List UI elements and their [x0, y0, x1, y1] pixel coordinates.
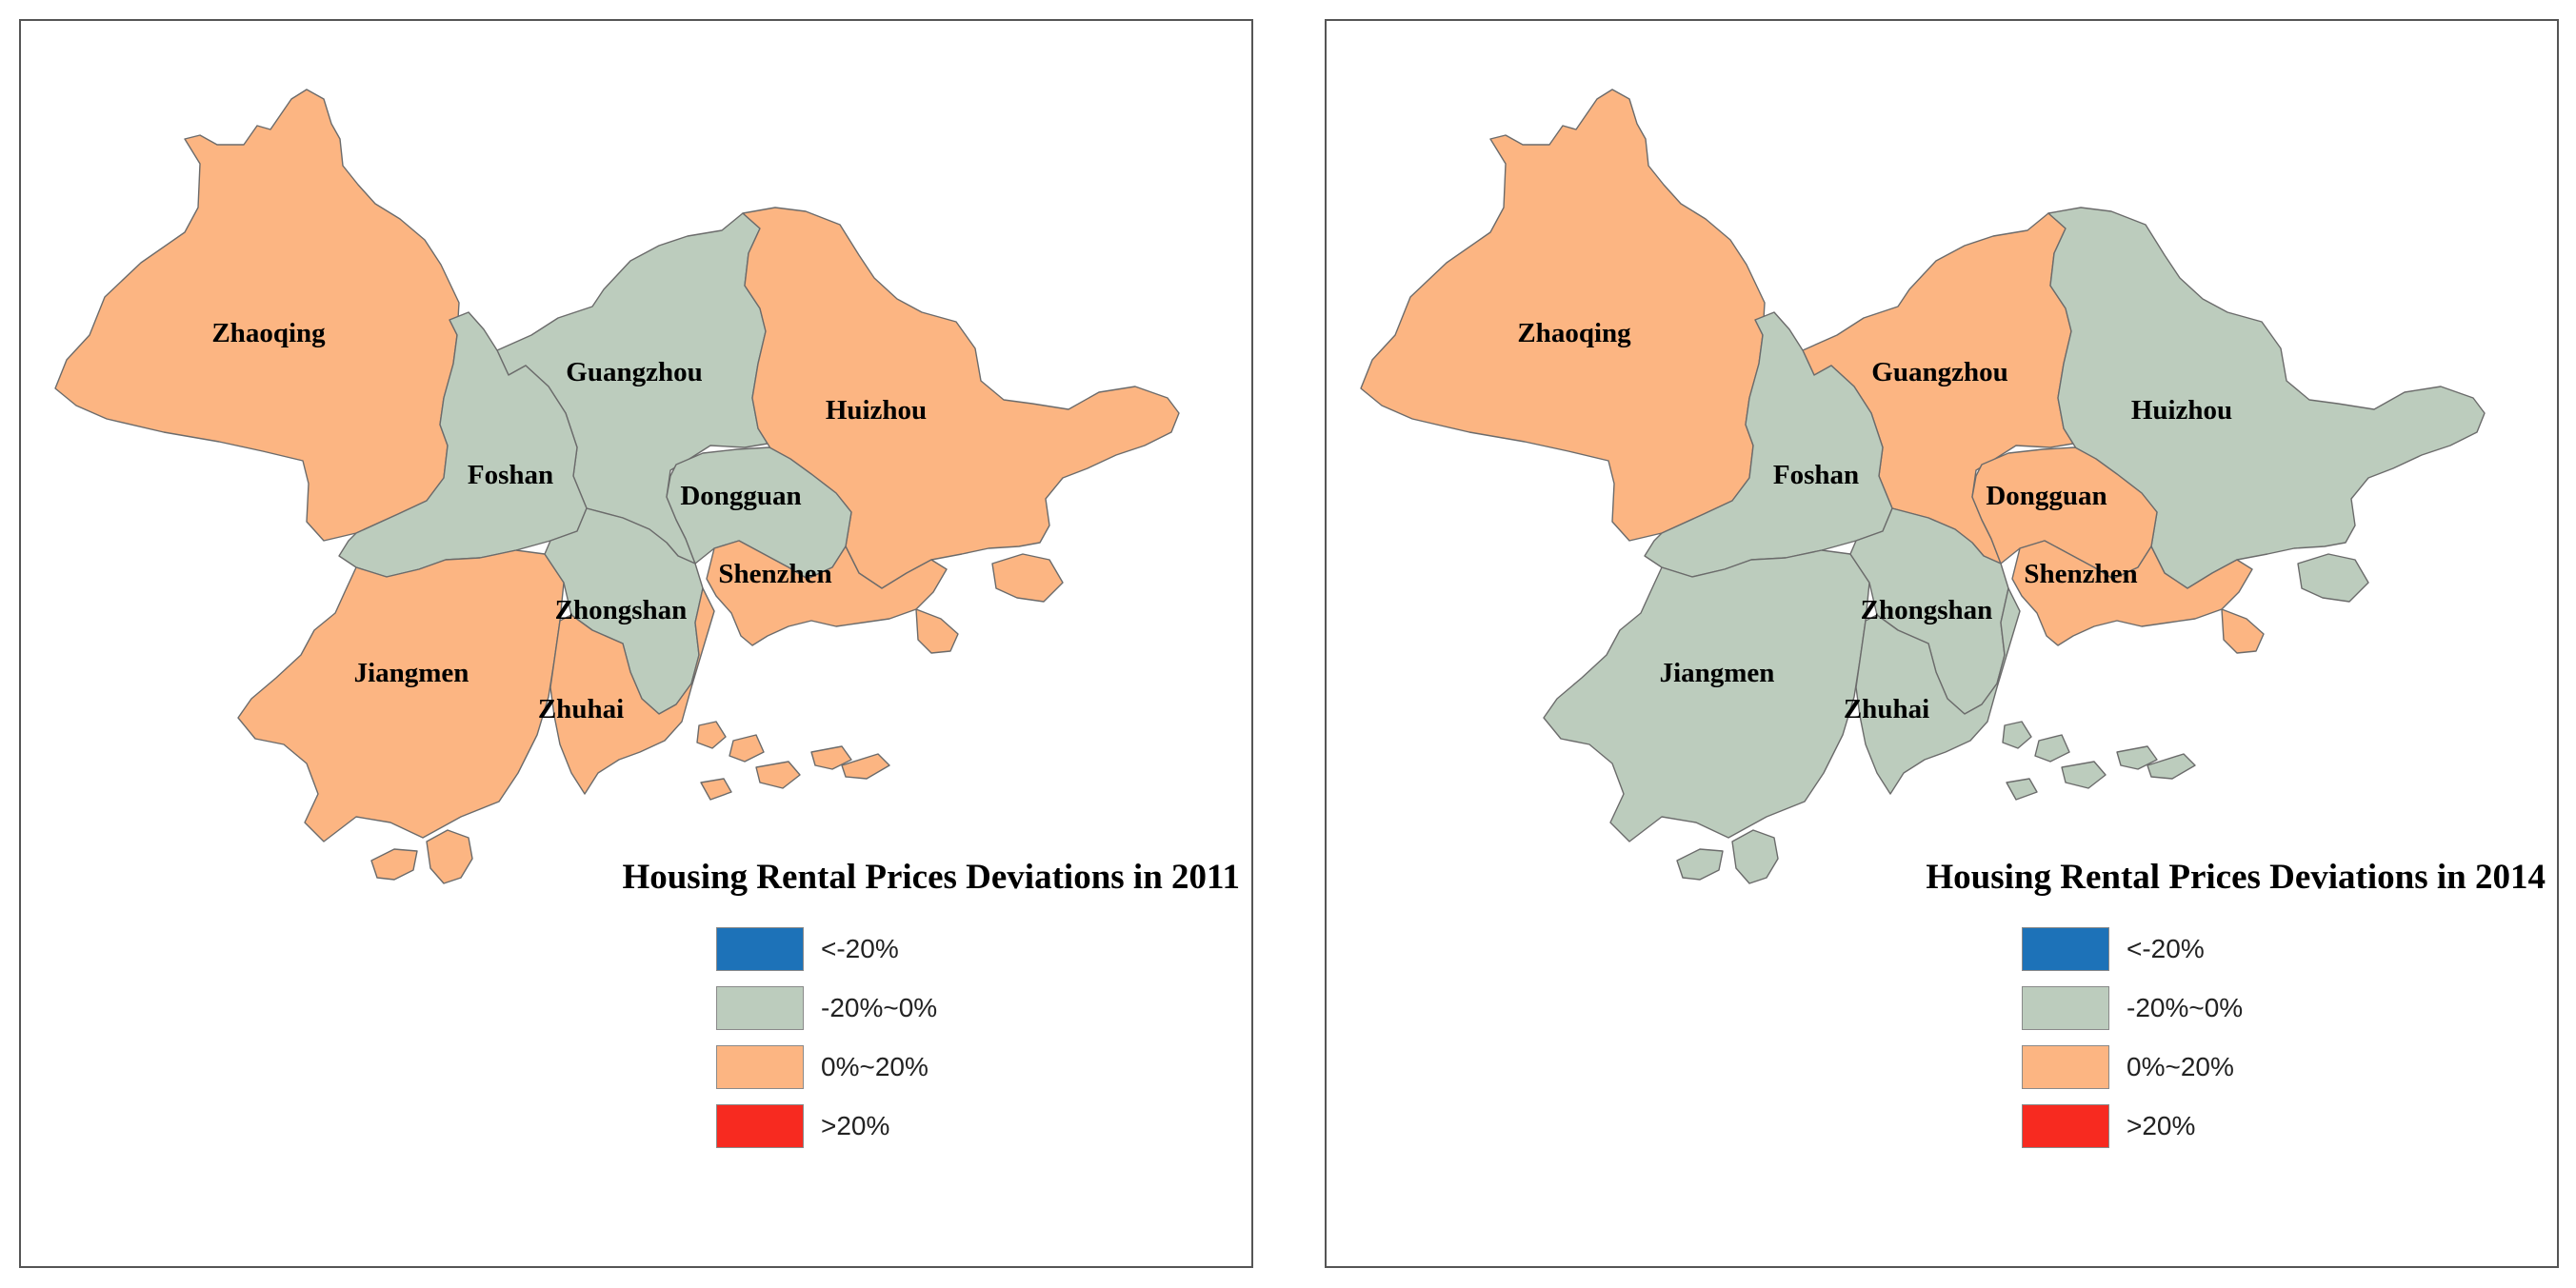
region-zhuhai-island-5: [2147, 753, 2196, 780]
legend-swatch-gt20: [716, 1104, 804, 1148]
region-jiangmen-island-2: [1731, 829, 1779, 884]
map-title: Housing Rental Prices Deviations in 2014: [1926, 858, 2546, 897]
region-zhaoqing: [54, 89, 460, 542]
region-jiangmen: [1543, 549, 1870, 842]
city-label-foshan: Foshan: [468, 460, 553, 490]
city-label-dongguan: Dongguan: [680, 481, 801, 511]
legend-item: -20%~0%: [2022, 986, 2243, 1030]
region-zhuhai-island-2: [729, 734, 765, 763]
region-zhuhai-island-1: [696, 721, 727, 749]
city-label-zhaoqing: Zhaoqing: [211, 318, 326, 348]
map-2014: Zhaoqing Guangzhou Huizhou Foshan Donggu…: [1360, 89, 2486, 884]
map-2011: Zhaoqing Guangzhou Huizhou Foshan Donggu…: [54, 89, 1180, 884]
city-label-huizhou: Huizhou: [826, 395, 927, 426]
region-huizhou-islet: [2297, 553, 2369, 603]
region-shenzhen-east: [915, 608, 959, 654]
region-zhuhai-island-4: [2116, 745, 2158, 770]
legend-label: <-20%: [821, 934, 899, 963]
legend: <-20% -20%~0% 0%~20% >20%: [716, 927, 937, 1163]
legend-swatch-0-20: [716, 1045, 804, 1089]
region-jiangmen-island-1: [370, 848, 418, 881]
region-zhuhai-island-4: [810, 745, 852, 770]
region-zhuhai-island-1: [2002, 721, 2032, 749]
city-label-shenzhen: Shenzhen: [718, 559, 831, 589]
city-label-zhuhai: Zhuhai: [1844, 694, 1929, 724]
legend-swatch-lt-neg20: [716, 927, 804, 971]
city-label-guangzhou: Guangzhou: [566, 357, 702, 387]
region-jiangmen-island-1: [1676, 848, 1724, 881]
legend-item: <-20%: [716, 927, 937, 971]
map-panel-2011: Zhaoqing Guangzhou Huizhou Foshan Donggu…: [19, 19, 1253, 1268]
legend-swatch-gt20: [2022, 1104, 2109, 1148]
legend-item: -20%~0%: [716, 986, 937, 1030]
region-zhuhai-island-5: [841, 753, 890, 780]
region-huizhou-islet: [991, 553, 1064, 603]
city-label-zhongshan: Zhongshan: [1861, 595, 1993, 625]
legend-item: >20%: [716, 1104, 937, 1148]
legend-swatch-0-20: [2022, 1045, 2109, 1089]
map-title: Housing Rental Prices Deviations in 2011: [622, 858, 1240, 897]
region-shenzhen: [2011, 540, 2253, 646]
region-jiangmen-island-2: [426, 829, 473, 884]
legend-swatch-neg20-0: [2022, 986, 2109, 1030]
map-panel-2014: Zhaoqing Guangzhou Huizhou Foshan Donggu…: [1325, 19, 2559, 1268]
legend-item: 0%~20%: [716, 1045, 937, 1089]
legend: <-20% -20%~0% 0%~20% >20%: [2022, 927, 2243, 1163]
region-zhuhai-island-6: [2006, 778, 2038, 801]
city-label-zhongshan: Zhongshan: [555, 595, 688, 625]
city-label-jiangmen: Jiangmen: [1660, 658, 1775, 688]
region-zhaoqing: [1360, 89, 1766, 542]
region-zhuhai-island-3: [2061, 761, 2107, 789]
legend-item: <-20%: [2022, 927, 2243, 971]
region-huizhou: [2047, 207, 2486, 589]
city-label-zhuhai: Zhuhai: [538, 694, 624, 724]
city-label-jiangmen: Jiangmen: [354, 658, 469, 688]
region-zhuhai: [1855, 587, 2021, 795]
region-shenzhen-east: [2221, 608, 2265, 654]
city-label-foshan: Foshan: [1773, 460, 1859, 490]
legend-label: -20%~0%: [821, 993, 938, 1022]
city-label-huizhou: Huizhou: [2131, 395, 2232, 426]
legend-label: >20%: [2127, 1111, 2196, 1140]
region-zhuhai: [549, 587, 715, 795]
legend-item: 0%~20%: [2022, 1045, 2243, 1089]
city-label-guangzhou: Guangzhou: [1871, 357, 2007, 387]
legend-label: <-20%: [2127, 934, 2205, 963]
legend-item: >20%: [2022, 1104, 2243, 1148]
legend-label: 0%~20%: [2127, 1052, 2234, 1081]
legend-swatch-neg20-0: [716, 986, 804, 1030]
legend-label: -20%~0%: [2127, 993, 2244, 1022]
region-huizhou: [742, 207, 1180, 589]
legend-swatch-lt-neg20: [2022, 927, 2109, 971]
city-label-dongguan: Dongguan: [1986, 481, 2107, 511]
city-label-shenzhen: Shenzhen: [2024, 559, 2137, 589]
region-zhuhai-island-3: [755, 761, 801, 789]
region-zhuhai-island-6: [700, 778, 732, 801]
legend-label: >20%: [821, 1111, 890, 1140]
region-jiangmen: [237, 549, 565, 842]
legend-label: 0%~20%: [821, 1052, 929, 1081]
region-shenzhen: [706, 540, 948, 646]
region-zhuhai-island-2: [2034, 734, 2070, 763]
city-label-zhaoqing: Zhaoqing: [1517, 318, 1631, 348]
